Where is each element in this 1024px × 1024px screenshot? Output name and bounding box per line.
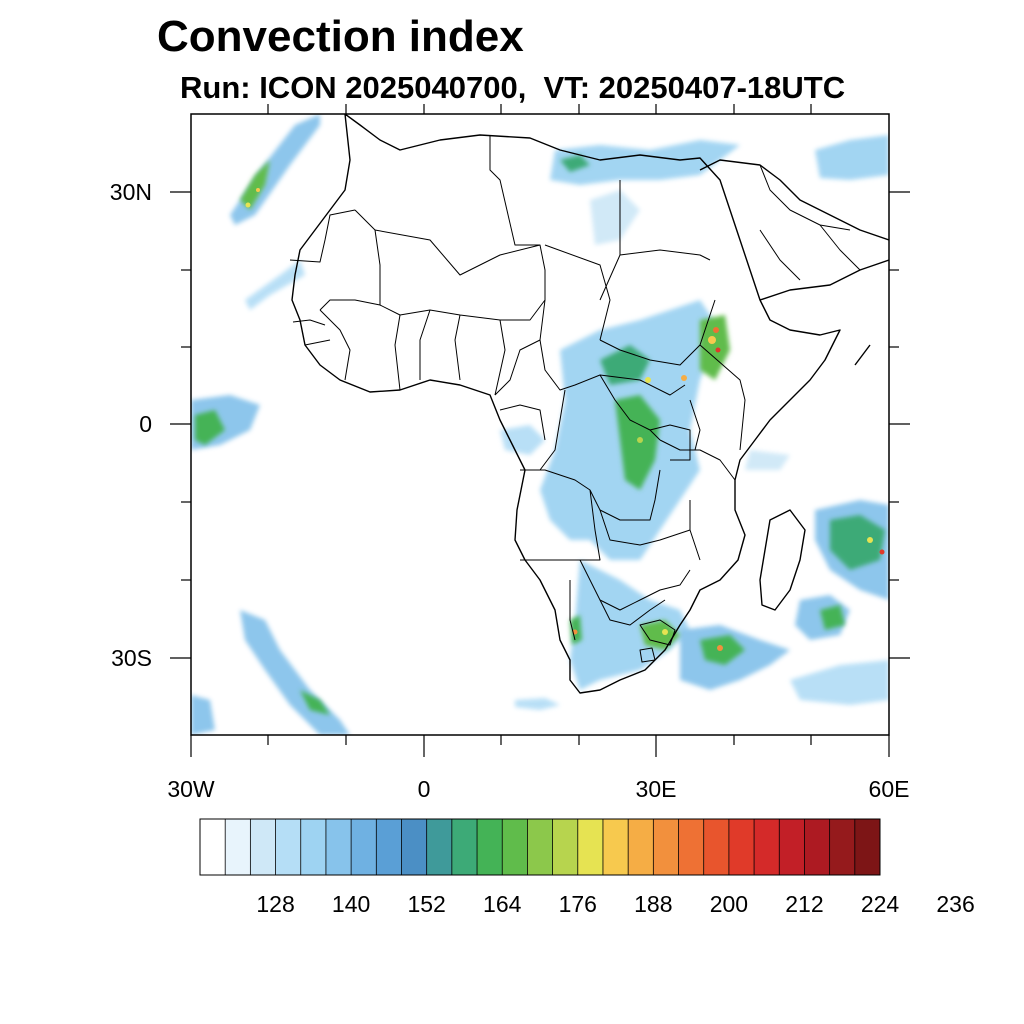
colorbar-swatch [804, 819, 830, 875]
map-panel: 30N 0 30S 30W 0 30E 60E [110, 104, 910, 802]
colorbar-swatch [426, 819, 453, 875]
colorbar-swatch [376, 819, 402, 875]
colorbar-swatch [854, 819, 881, 875]
colorbar-swatch [275, 819, 302, 875]
country-borders [289, 135, 861, 663]
colorbar-swatch [401, 819, 427, 875]
lon-tick-label-0: 0 [418, 776, 431, 802]
colorbar-label: 152 [407, 891, 445, 917]
colorbar-swatch [779, 819, 805, 875]
colorbar-label: 128 [256, 891, 294, 917]
colorbar-swatch [829, 819, 856, 875]
colorbar-frame [199, 818, 881, 876]
lon-tick-label-30e: 30E [636, 776, 677, 802]
map-subtitle: Run: ICON 2025040700, VT: 20250407-18UTC [180, 70, 846, 105]
colorbar-swatch [351, 819, 377, 875]
colorbar-swatch [527, 819, 553, 875]
coastlines [291, 114, 889, 694]
colorbar: 128 140 152 164 176 188 200 212 224 236 [199, 818, 975, 917]
colorbar-swatch [225, 819, 251, 875]
lat-tick-label-30n: 30N [110, 179, 152, 205]
colorbar-swatch [728, 819, 755, 875]
colorbar-swatch [300, 819, 327, 875]
colorbar-swatch [628, 819, 654, 875]
colorbar-label: 212 [785, 891, 823, 917]
colorbar-swatch [502, 819, 528, 875]
map-background [191, 114, 889, 735]
colorbar-swatch [477, 819, 503, 875]
colorbar-swatch [653, 819, 679, 875]
colorbar-label: 176 [559, 891, 597, 917]
axis-ticks [170, 104, 910, 757]
colorbar-label: 188 [634, 891, 672, 917]
colorbar-swatch [577, 819, 604, 875]
colorbar-swatch [250, 819, 276, 875]
lon-tick-label-60e: 60E [869, 776, 910, 802]
colorbar-swatch [325, 819, 352, 875]
colorbar-swatch [451, 819, 478, 875]
colorbar-label: 200 [710, 891, 748, 917]
lat-tick-label-30s: 30S [111, 645, 152, 671]
colorbar-swatch [552, 819, 579, 875]
convection-fields [191, 114, 889, 735]
lat-tick-label-0: 0 [139, 411, 152, 437]
map-title: Convection index [157, 12, 524, 61]
colorbar-swatch [754, 819, 780, 875]
colorbar-swatch [678, 819, 705, 875]
colorbar-swatch [703, 819, 730, 875]
colorbar-label: 224 [861, 891, 900, 917]
colorbar-label: 164 [483, 891, 522, 917]
colorbar-label: 236 [936, 891, 974, 917]
colorbar-swatch [602, 819, 629, 875]
lon-tick-label-30w: 30W [167, 776, 215, 802]
colorbar-label: 140 [332, 891, 370, 917]
colorbar-swatch [200, 819, 226, 875]
